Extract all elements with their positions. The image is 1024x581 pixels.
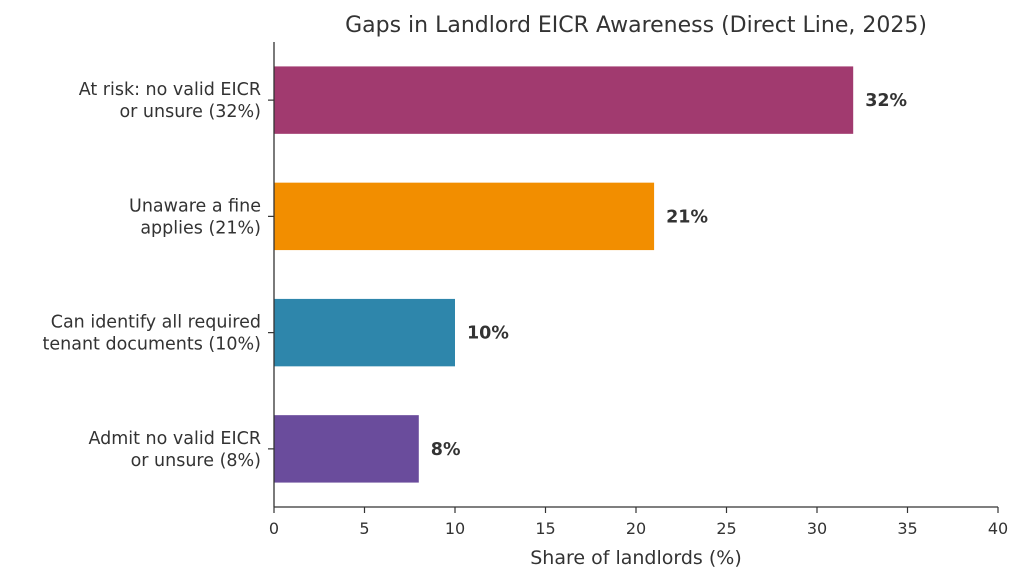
- value-label-1: 32%: [865, 91, 907, 111]
- category-label-4-line-1: Admit no valid EICR: [88, 429, 261, 449]
- value-label-2: 21%: [666, 207, 708, 227]
- value-labels-group: 32% 21% 10% 8%: [431, 91, 907, 460]
- category-labels-group: At risk: no valid EICR or unsure (32%) Una…: [43, 80, 262, 471]
- bar-1: [274, 66, 854, 134]
- value-label-4: 8%: [431, 440, 461, 460]
- x-tick-label-40: 40: [988, 519, 1008, 538]
- x-tick-label-30: 30: [807, 519, 827, 538]
- x-tick-label-25: 25: [716, 519, 736, 538]
- category-label-1: At risk: no valid EICR or unsure (32%): [79, 80, 261, 122]
- category-label-2-line-1: Unaware a fine: [129, 196, 261, 216]
- category-label-2: Unaware a fine applies (21%): [129, 196, 261, 238]
- category-label-3-line-1: Can identify all required: [51, 313, 261, 333]
- x-tick-label-15: 15: [535, 519, 555, 538]
- bars-group: [274, 66, 854, 483]
- chart-title: Gaps in Landlord EICR Awareness (Direct …: [345, 13, 927, 38]
- category-label-4: Admit no valid EICR or unsure (8%): [88, 429, 261, 471]
- bar-3: [274, 298, 455, 367]
- x-tick-label-10: 10: [445, 519, 465, 538]
- category-label-1-line-1: At risk: no valid EICR: [79, 80, 261, 100]
- x-axis-label: Share of landlords (%): [530, 547, 742, 569]
- x-tick-label-0: 0: [269, 519, 279, 538]
- x-axis: 0 5 10 15 20 25 30 35 40: [268, 99, 1008, 538]
- bar-4: [274, 415, 419, 483]
- category-label-4-line-2: or unsure (8%): [131, 451, 261, 471]
- x-tick-label-20: 20: [626, 519, 646, 538]
- value-label-3: 10%: [467, 324, 509, 344]
- x-tick-label-5: 5: [359, 519, 369, 538]
- category-label-2-line-2: applies (21%): [140, 218, 261, 238]
- category-label-3: Can identify all required tenant document…: [43, 313, 262, 355]
- x-tick-label-35: 35: [897, 519, 917, 538]
- category-label-1-line-2: or unsure (32%): [119, 102, 261, 122]
- category-label-3-line-2: tenant documents (10%): [43, 335, 262, 355]
- bar-2: [274, 182, 655, 251]
